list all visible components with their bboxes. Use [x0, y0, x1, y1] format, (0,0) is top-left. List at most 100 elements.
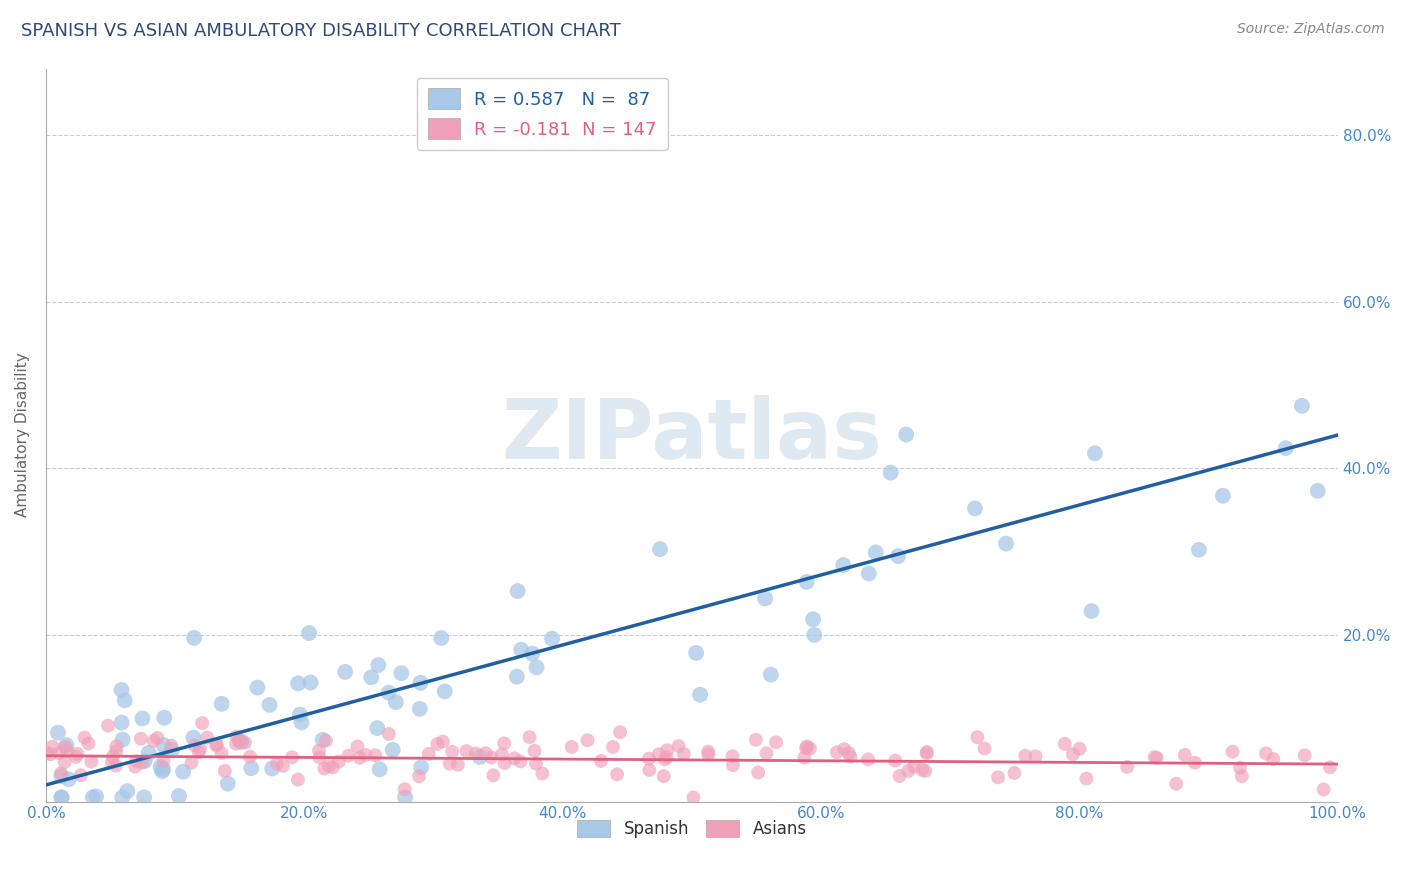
- Point: [146, 731, 169, 745]
- Point: [884, 754, 907, 768]
- Point: [510, 642, 533, 657]
- Point: [973, 741, 995, 756]
- Point: [896, 427, 918, 442]
- Point: [1174, 747, 1197, 762]
- Point: [153, 711, 176, 725]
- Point: [318, 759, 340, 773]
- Point: [1306, 483, 1329, 498]
- Point: [526, 660, 548, 674]
- Point: [110, 682, 132, 697]
- Point: [58, 772, 80, 787]
- Y-axis label: Ambulatory Disability: Ambulatory Disability: [15, 352, 30, 517]
- Point: [441, 745, 464, 759]
- Point: [602, 739, 624, 754]
- Point: [349, 750, 371, 764]
- Point: [39, 747, 62, 761]
- Point: [152, 754, 174, 768]
- Point: [110, 715, 132, 730]
- Point: [131, 711, 153, 725]
- Text: ZIPatlas: ZIPatlas: [502, 394, 883, 475]
- Point: [523, 744, 546, 758]
- Point: [308, 743, 330, 757]
- Point: [879, 466, 901, 480]
- Point: [105, 739, 128, 754]
- Point: [541, 632, 564, 646]
- Point: [271, 759, 294, 773]
- Point: [668, 739, 690, 753]
- Point: [1291, 399, 1313, 413]
- Point: [41, 739, 63, 754]
- Point: [832, 558, 855, 573]
- Point: [308, 750, 330, 764]
- Point: [84, 789, 107, 804]
- Point: [832, 742, 855, 756]
- Point: [149, 760, 172, 774]
- Point: [262, 762, 284, 776]
- Point: [46, 725, 69, 739]
- Point: [794, 741, 817, 756]
- Point: [1143, 750, 1166, 764]
- Point: [915, 746, 938, 760]
- Point: [183, 739, 205, 753]
- Point: [101, 749, 124, 764]
- Point: [1084, 446, 1107, 460]
- Point: [433, 684, 456, 698]
- Point: [755, 747, 778, 761]
- Point: [134, 754, 156, 768]
- Point: [411, 760, 433, 774]
- Point: [479, 750, 502, 764]
- Point: [82, 790, 104, 805]
- Point: [287, 676, 309, 690]
- Point: [138, 746, 160, 760]
- Point: [793, 750, 815, 764]
- Point: [418, 747, 440, 761]
- Point: [239, 749, 262, 764]
- Point: [180, 756, 202, 770]
- Point: [56, 744, 79, 758]
- Point: [51, 769, 73, 783]
- Point: [381, 743, 404, 757]
- Text: SPANISH VS ASIAN AMBULATORY DISABILITY CORRELATION CHART: SPANISH VS ASIAN AMBULATORY DISABILITY C…: [21, 22, 621, 40]
- Point: [887, 549, 910, 563]
- Point: [167, 789, 190, 803]
- Point: [101, 756, 124, 770]
- Point: [1053, 737, 1076, 751]
- Point: [966, 731, 988, 745]
- Point: [796, 739, 818, 754]
- Point: [354, 747, 377, 762]
- Point: [426, 737, 449, 751]
- Point: [259, 698, 281, 712]
- Point: [1069, 741, 1091, 756]
- Point: [576, 733, 599, 747]
- Point: [657, 743, 679, 757]
- Point: [114, 693, 136, 707]
- Point: [765, 735, 787, 749]
- Point: [654, 752, 676, 766]
- Point: [858, 566, 880, 581]
- Point: [838, 746, 860, 760]
- Point: [1229, 761, 1251, 775]
- Point: [430, 631, 453, 645]
- Point: [211, 697, 233, 711]
- Point: [721, 758, 744, 772]
- Point: [685, 646, 707, 660]
- Point: [889, 769, 911, 783]
- Point: [55, 739, 77, 753]
- Point: [49, 766, 72, 780]
- Point: [394, 790, 416, 805]
- Point: [447, 757, 470, 772]
- Point: [142, 733, 165, 747]
- Point: [531, 766, 554, 780]
- Point: [655, 750, 678, 764]
- Point: [1062, 747, 1084, 762]
- Point: [1014, 748, 1036, 763]
- Point: [911, 763, 934, 777]
- Point: [214, 764, 236, 778]
- Point: [360, 670, 382, 684]
- Point: [839, 749, 862, 764]
- Point: [77, 736, 100, 750]
- Point: [51, 790, 73, 805]
- Point: [299, 675, 322, 690]
- Point: [53, 739, 76, 754]
- Point: [1184, 756, 1206, 770]
